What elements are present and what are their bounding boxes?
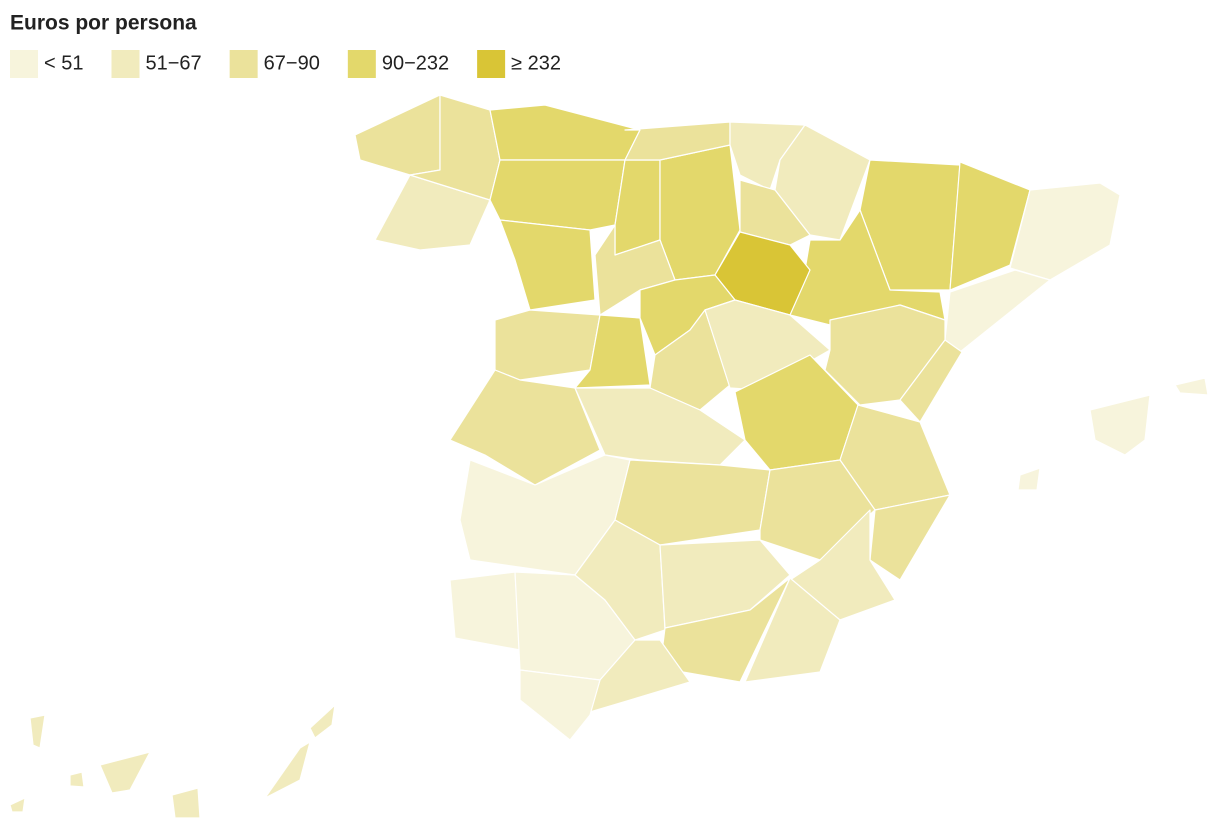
- region: [449, 369, 601, 486]
- region: [1009, 182, 1121, 281]
- legend-title: Euros por persona: [10, 12, 197, 35]
- region: [374, 174, 491, 251]
- region: [171, 787, 201, 819]
- region: [489, 104, 641, 161]
- region: [29, 714, 46, 749]
- legend-swatch: [229, 50, 258, 78]
- region: [489, 159, 626, 231]
- region: [519, 669, 601, 741]
- legend-label: ≥ 232: [511, 52, 561, 74]
- region: [899, 339, 963, 423]
- region: [949, 161, 1031, 291]
- region: [264, 741, 311, 799]
- legend-swatch: [111, 50, 140, 78]
- map: [9, 94, 1209, 819]
- legend: < 51 51−67 67−90 90−232 ≥ 232: [10, 50, 561, 78]
- region: [1017, 467, 1041, 491]
- region: [1089, 394, 1151, 456]
- region: [594, 224, 676, 316]
- region: [354, 94, 441, 176]
- legend-label: 90−232: [382, 52, 449, 74]
- region: [449, 571, 521, 651]
- region: [494, 309, 601, 381]
- legend-swatch: [10, 50, 38, 78]
- region: [9, 797, 26, 813]
- region: [659, 539, 791, 629]
- region: [99, 751, 151, 794]
- region: [1174, 377, 1209, 396]
- region: [944, 269, 1051, 353]
- region: [744, 577, 841, 683]
- region: [309, 704, 336, 739]
- region: [859, 159, 961, 291]
- region: [739, 179, 811, 246]
- region: [69, 771, 85, 788]
- region: [574, 387, 746, 466]
- legend-label: 51−67: [145, 52, 201, 74]
- region: [869, 494, 951, 581]
- legend-label: 67−90: [264, 52, 320, 74]
- legend-label: < 51: [44, 52, 83, 74]
- legend-swatch: [477, 50, 506, 78]
- region: [499, 219, 596, 311]
- region: [574, 314, 651, 389]
- legend-swatch: [347, 50, 376, 78]
